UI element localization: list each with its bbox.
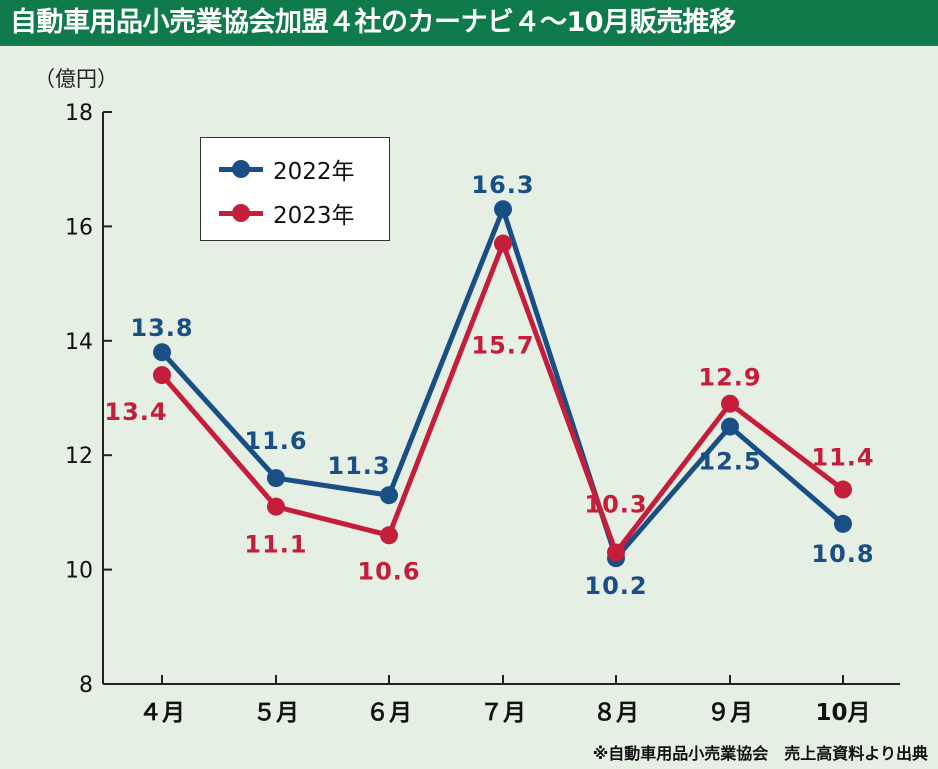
legend-item-2023: 2023年 — [219, 198, 355, 229]
data-point — [834, 514, 852, 533]
data-label: 11.6 — [244, 427, 307, 455]
data-label: 13.8 — [130, 314, 193, 342]
data-point — [267, 497, 285, 516]
data-point — [267, 469, 285, 488]
y-tick-label: 10 — [65, 559, 93, 584]
data-label: 10.3 — [584, 490, 647, 518]
data-point — [153, 366, 171, 385]
data-point — [494, 200, 512, 219]
data-labels: 13.8 11.6 11.3 16.3 10.2 12.5 10.8 13.4 11.1 10.6… — [104, 171, 874, 600]
data-label: 10.8 — [811, 540, 874, 568]
y-tick-label: 8 — [79, 673, 93, 698]
data-label: 13.4 — [104, 398, 167, 426]
data-point — [380, 526, 398, 545]
y-tick-label: 14 — [65, 330, 93, 355]
data-point — [380, 486, 398, 505]
data-label: 16.3 — [471, 171, 534, 199]
y-tick-label: 12 — [65, 444, 93, 469]
data-label: 10.2 — [584, 572, 647, 600]
source-note: ※自動車用品小売業協会 売上高資料より出典 — [592, 744, 928, 763]
data-label: 12.9 — [698, 364, 761, 392]
series-line-2023年 — [160, 241, 845, 555]
data-label: 15.7 — [471, 332, 534, 360]
legend-swatch-2022 — [219, 154, 263, 184]
data-point — [494, 234, 512, 253]
data-label: 11.4 — [811, 444, 874, 472]
data-label: 10.6 — [357, 557, 420, 585]
data-point — [153, 343, 171, 362]
x-tick-label: ４月 — [139, 700, 185, 726]
y-tick-label: 16 — [65, 215, 93, 240]
legend-label-2023: 2023年 — [273, 203, 355, 229]
x-tick-label: ８月 — [593, 700, 639, 726]
x-tick-label: ７月 — [480, 700, 526, 726]
x-tick-label: 10月 — [815, 700, 870, 726]
data-point — [721, 417, 739, 436]
legend-item-2022: 2022年 — [219, 154, 355, 185]
data-point — [607, 543, 625, 562]
chart-title: 自動車用品小売業協会加盟４社のカーナビ４～10月販売推移 — [0, 0, 938, 46]
x-tick-label: ９月 — [707, 700, 753, 726]
y-axis-unit-label: （億円） — [34, 67, 118, 91]
x-tick-label: ６月 — [366, 700, 412, 726]
data-label: 12.5 — [698, 448, 761, 476]
legend-label-2022: 2022年 — [273, 159, 355, 185]
data-point — [721, 394, 739, 413]
series-points — [153, 200, 852, 568]
y-tick-label: 18 — [65, 101, 93, 126]
data-point — [834, 480, 852, 499]
data-label: 11.1 — [244, 531, 307, 559]
legend: 2022年 2023年 — [200, 137, 390, 241]
x-tick-label: ５月 — [253, 700, 299, 726]
data-label: 11.3 — [327, 452, 390, 480]
legend-swatch-2023 — [219, 198, 263, 228]
axes: 8 10 12 14 16 18 ４月 ５月 ６月 ７月 ８月 ９月 10月 — [65, 101, 900, 726]
